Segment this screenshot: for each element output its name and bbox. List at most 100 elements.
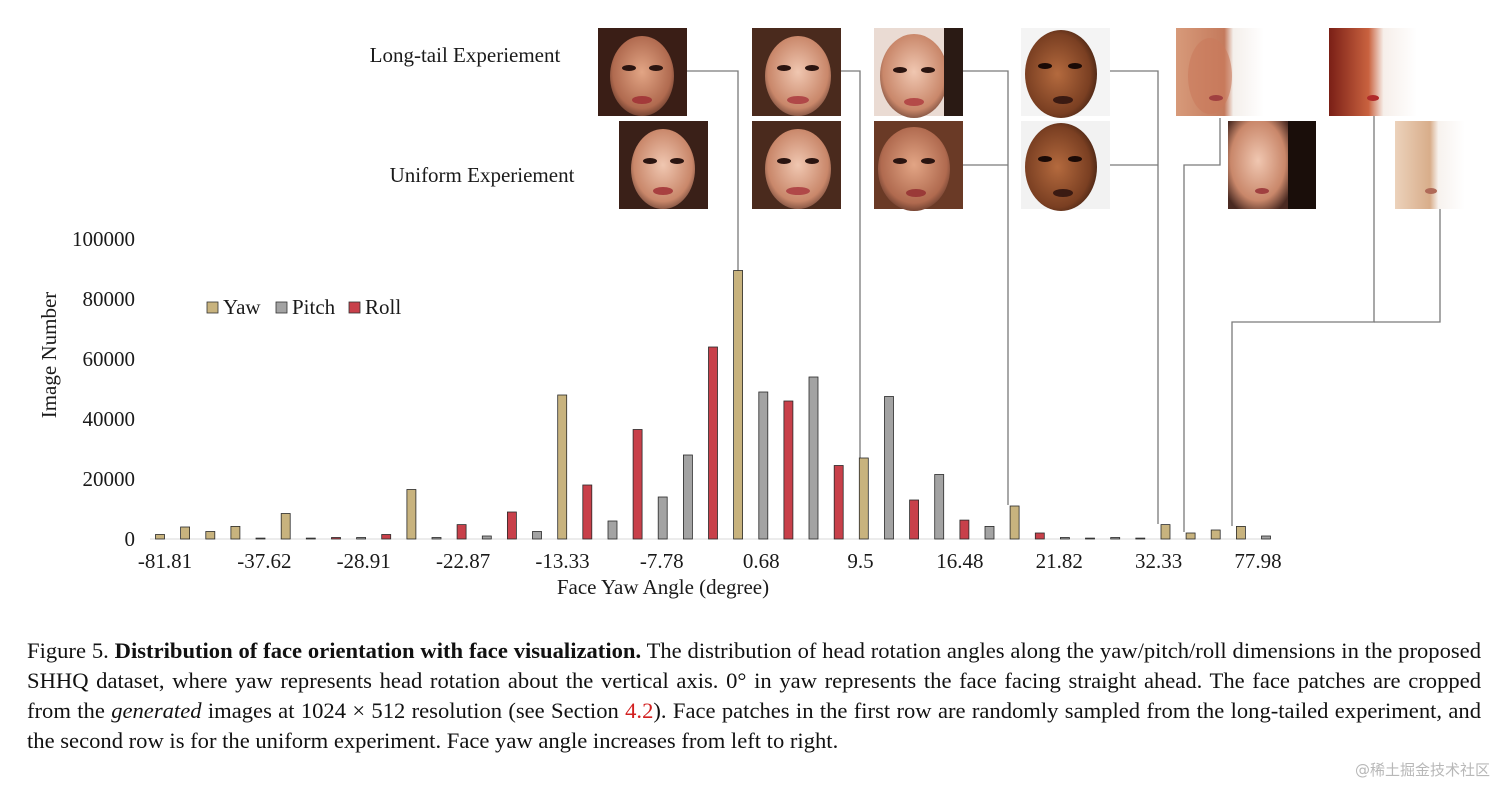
bar-pitch <box>532 531 542 540</box>
bar-yaw <box>406 489 417 540</box>
face-patch-row1-6 <box>1329 28 1417 116</box>
watermark: @稀土掘金技术社区 <box>1354 761 1490 779</box>
x-tick-label: -28.91 <box>337 549 391 573</box>
bar-roll <box>331 537 341 540</box>
y-tick-label: 80000 <box>83 287 136 311</box>
y-tick-label: 0 <box>125 527 136 551</box>
row2-label: Uniform Experiement <box>390 163 575 187</box>
y-axis: 0 20000 40000 60000 80000 100000 <box>72 227 135 551</box>
x-tick-label: -81.81 <box>138 549 192 573</box>
bar-roll <box>381 534 392 540</box>
bar-yaw <box>280 513 291 540</box>
y-tick-label: 60000 <box>83 347 136 371</box>
face-patch-row2-4 <box>1021 121 1110 211</box>
bar-roll <box>582 484 593 540</box>
x-axis: -81.81 -37.62 -28.91 -22.87 -13.33 -7.78 0.68 9… <box>138 549 1282 573</box>
bar-pitch <box>305 537 316 540</box>
x-tick-label: -37.62 <box>237 549 291 573</box>
bar-pitch <box>657 496 668 540</box>
bar-yaw <box>1210 529 1221 540</box>
x-tick-label: -22.87 <box>436 549 490 573</box>
face-patch-row1-4 <box>1021 28 1110 118</box>
bar-pitch <box>884 396 894 540</box>
bar-roll <box>783 400 794 540</box>
bar-yaw <box>1236 526 1246 540</box>
face-patch-row1-2 <box>752 28 841 116</box>
caption-italic: generated <box>111 698 202 723</box>
x-tick-label: 16.48 <box>936 549 983 573</box>
row1-label: Long-tail Experiement <box>370 43 561 67</box>
bar-pitch <box>934 474 945 540</box>
bar-pitch <box>1060 537 1070 540</box>
x-axis-label: Face Yaw Angle (degree) <box>557 575 769 599</box>
bar-roll <box>1034 532 1045 540</box>
bar-roll <box>632 429 643 540</box>
face-patch-row2-1 <box>619 121 708 209</box>
bar-pitch <box>984 526 995 540</box>
face-patch-row1-5 <box>1176 28 1264 116</box>
caption-title: Distribution of face orientation with fa… <box>114 638 642 663</box>
bar-pitch <box>683 454 693 540</box>
bar-roll <box>708 346 718 540</box>
bar-yaw <box>733 270 743 540</box>
bars <box>155 270 1271 540</box>
face-patch-row2-2 <box>752 121 841 209</box>
caption-text-1: The distribution of head rotation angles… <box>27 638 1481 723</box>
y-tick-label: 20000 <box>83 467 136 491</box>
x-tick-label: 32.33 <box>1135 549 1182 573</box>
bar-yaw <box>557 394 568 540</box>
figure-chart: Long-tail Experiement Uniform Experiemen… <box>37 28 1465 599</box>
bar-roll <box>833 465 844 540</box>
legend-label-yaw: Yaw <box>223 295 261 319</box>
figure-caption: Figure 5. Distribution of face orientati… <box>27 636 1481 756</box>
caption-text-3: ). Face patches in the first row are ran… <box>27 698 1482 753</box>
bar-yaw <box>205 531 216 540</box>
bar-roll <box>909 499 919 540</box>
bar-yaw <box>1185 532 1196 540</box>
bar-pitch <box>607 520 618 540</box>
x-tick-label: 9.5 <box>847 549 873 573</box>
x-tick-label: -13.33 <box>535 549 589 573</box>
bar-yaw <box>230 526 241 540</box>
y-tick-label: 100000 <box>72 227 135 251</box>
bar-roll <box>506 511 517 540</box>
legend-swatch-yaw <box>206 301 219 314</box>
bar-pitch <box>431 537 442 540</box>
legend-label-roll: Roll <box>365 295 401 319</box>
bar-pitch <box>758 391 769 540</box>
x-tick-label: 77.98 <box>1234 549 1281 573</box>
x-tick-label: 0.68 <box>743 549 780 573</box>
y-axis-label: Image Number <box>37 292 61 419</box>
x-tick-label: 21.82 <box>1036 549 1083 573</box>
caption-section-link[interactable]: 4.2 <box>625 698 654 723</box>
caption-figure-label: Figure 5. <box>27 638 109 663</box>
caption-text-2: images at 1024 × 512 resolution (see Sec… <box>201 698 626 723</box>
bar-roll <box>959 519 970 540</box>
face-patch-row2-6 <box>1395 121 1465 209</box>
bar-roll <box>456 524 467 540</box>
bar-pitch <box>481 535 492 540</box>
bar-yaw <box>1160 524 1171 540</box>
bar-pitch <box>255 537 266 540</box>
bar-pitch <box>1261 535 1271 540</box>
face-patch-row2-3 <box>874 121 963 211</box>
face-patch-row1-1 <box>598 28 687 116</box>
legend-swatch-roll <box>348 301 361 314</box>
bar-pitch <box>356 537 367 540</box>
face-patch-row1-3 <box>874 28 963 118</box>
bar-yaw <box>858 457 869 540</box>
bar-pitch <box>1110 537 1121 540</box>
legend: Yaw Pitch Roll <box>206 295 401 319</box>
legend-label-pitch: Pitch <box>292 295 336 319</box>
y-tick-label: 40000 <box>83 407 136 431</box>
face-patch-row2-5 <box>1228 121 1316 209</box>
connector-lines <box>687 70 1441 532</box>
x-tick-label: -7.78 <box>640 549 684 573</box>
bar-pitch <box>1085 537 1095 540</box>
bar-pitch <box>1135 537 1146 540</box>
bar-pitch <box>808 376 819 540</box>
bar-yaw <box>180 526 191 540</box>
bar-yaw <box>1009 505 1020 540</box>
legend-swatch-pitch <box>275 301 288 314</box>
bar-yaw <box>155 534 165 540</box>
